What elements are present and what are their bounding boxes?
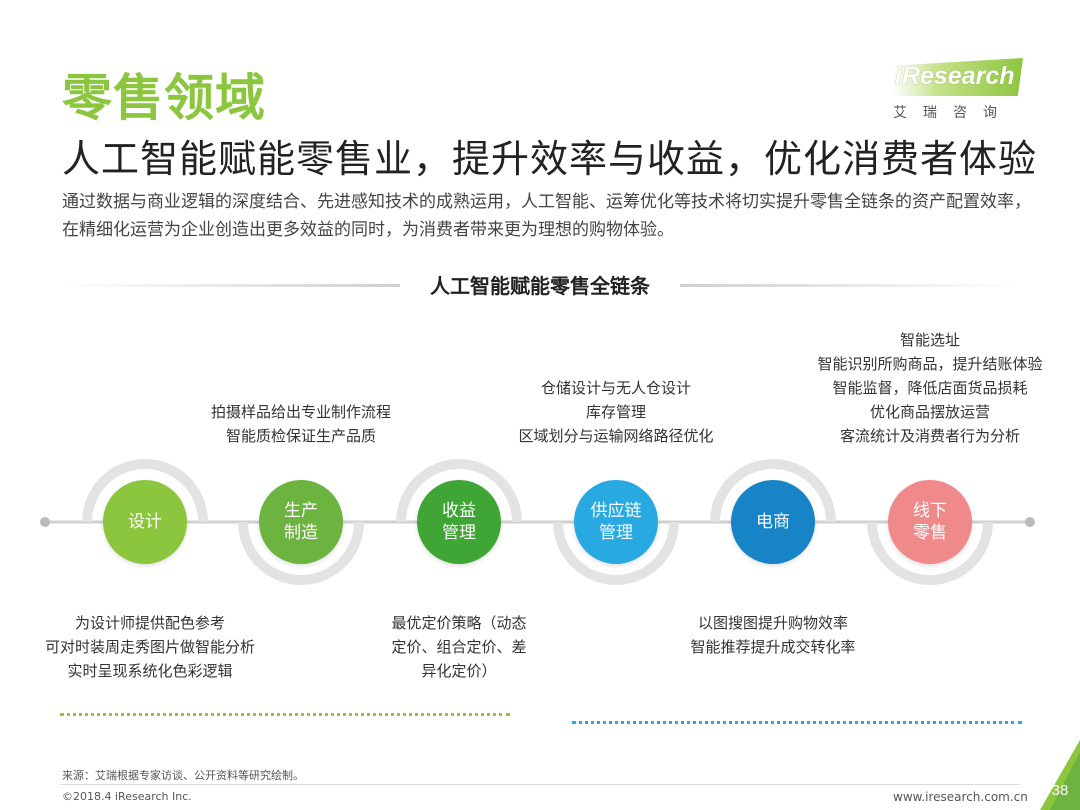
description-line: 优化商品摆放运营 bbox=[869, 403, 990, 421]
source-note: 来源：艾瑞根据专家访谈、公开资料等研究绘制。 bbox=[62, 769, 304, 782]
logo-text: iResearch bbox=[895, 62, 1015, 90]
chain-node-label: 收益 bbox=[442, 501, 476, 521]
logo-chinese-name: 艾瑞咨询 bbox=[893, 105, 1013, 121]
node-arc-group bbox=[82, 459, 993, 585]
chain-node-label: 管理 bbox=[442, 523, 476, 543]
dotted-divider-blue bbox=[572, 721, 1022, 724]
description-line: 智能质检保证生产品质 bbox=[225, 427, 376, 445]
node-arc bbox=[238, 521, 364, 585]
description-line: 区域划分与运输网络路径优化 bbox=[518, 427, 714, 445]
chain-node-description: 最优定价策略（动态 定价、组合定价、差 异化定价） bbox=[374, 611, 544, 683]
description-line: 异化定价） bbox=[421, 662, 497, 680]
node-arc bbox=[867, 521, 993, 585]
chain-title-row: 人工智能赋能零售全链条 bbox=[60, 270, 1020, 300]
chain-node-label: 零售 bbox=[913, 523, 947, 543]
description-line: 智能选址 bbox=[899, 331, 960, 349]
chain-node-description: 拍摄样品给出专业制作流程 智能质检保证生产品质 bbox=[191, 400, 411, 448]
chain-node-description: 仓储设计与无人仓设计 库存管理区域划分与运输网络路径优化 bbox=[496, 376, 736, 448]
page-corner-shape bbox=[1040, 740, 1080, 810]
description-line: 库存管理 bbox=[585, 403, 646, 421]
logo-mark-shape bbox=[893, 58, 1023, 96]
chain-node: 线下 零售 bbox=[888, 480, 972, 564]
description-line: 拍摄样品给出专业制作流程 bbox=[210, 403, 391, 421]
chain-node: 生产 制造 bbox=[259, 480, 343, 564]
chain-node: 收益 管理 bbox=[417, 480, 501, 564]
chain-node: 设计 bbox=[103, 480, 187, 564]
chain-connector-diagram bbox=[40, 459, 1035, 585]
chain-node-label: 生产 bbox=[284, 501, 318, 521]
chain-node: 供应链 管理 bbox=[574, 480, 658, 564]
copyright-text: ©2018.4 iResearch Inc. bbox=[62, 790, 192, 803]
node-arc bbox=[396, 459, 522, 523]
page-number: 38 bbox=[1051, 782, 1069, 799]
chain-node-description: 以图搜图提升购物效率 智能推荐提升成交转化率 bbox=[673, 611, 873, 659]
footer-divider bbox=[60, 784, 1020, 785]
description-line: 仓储设计与无人仓设计 bbox=[540, 379, 691, 397]
chain-node-label: 管理 bbox=[599, 523, 633, 543]
section-title: 零售领域 bbox=[62, 69, 266, 127]
description-line: 可对时装周走秀图片做智能分析 bbox=[44, 638, 255, 656]
node-arc bbox=[710, 459, 836, 523]
description-line: 智能监督，降低店面货品损耗 bbox=[832, 379, 1028, 397]
chain-node-label: 制造 bbox=[284, 523, 318, 543]
node-arc bbox=[553, 521, 679, 585]
chain-node-description: 智能选址智能识别所购商品，提升结账体验 智能监督，降低店面货品损耗 优化商品摆放运营… bbox=[795, 328, 1065, 448]
description-line: 智能识别所购商品，提升结账体验 bbox=[817, 355, 1043, 373]
chain-title: 人工智能赋能零售全链条 bbox=[430, 274, 650, 298]
iresearch-logo: iResearch 艾瑞咨询 bbox=[893, 58, 1033, 126]
node-arc bbox=[82, 459, 208, 523]
chain-node: 电商 bbox=[731, 480, 815, 564]
chain-node-label: 设计 bbox=[128, 512, 162, 532]
chain-node-label: 线下 bbox=[913, 501, 947, 521]
title-rule-right bbox=[680, 284, 1020, 287]
chain-node-description: 为设计师提供配色参考可对时装周走秀图片做智能分析 实时呈现系统化色彩逻辑 bbox=[20, 611, 280, 683]
chain-node-label: 供应链 bbox=[590, 501, 642, 521]
dotted-divider-green bbox=[60, 713, 510, 716]
description-line: 定价、组合定价、差 bbox=[391, 638, 527, 656]
description-line: 智能推荐提升成交转化率 bbox=[690, 638, 856, 656]
description-line: 实时呈现系统化色彩逻辑 bbox=[67, 662, 233, 680]
description-line: 以图搜图提升购物效率 bbox=[697, 614, 848, 632]
description-line: 为设计师提供配色参考 bbox=[74, 614, 225, 632]
website-link[interactable]: www.iresearch.com.cn bbox=[893, 790, 1028, 804]
chain-start-dot bbox=[40, 517, 50, 527]
title-rule-left bbox=[60, 284, 400, 287]
intro-paragraph: 通过数据与商业逻辑的深度结合、先进感知技术的成熟运用，人工智能、运筹优化等技术将… bbox=[62, 192, 1031, 240]
description-line: 最优定价策略（动态 bbox=[391, 614, 527, 632]
page-subtitle: 人工智能赋能零售业，提升效率与收益，优化消费者体验 bbox=[62, 137, 1038, 181]
chain-end-dot bbox=[1025, 517, 1035, 527]
chain-node-label: 电商 bbox=[756, 512, 790, 532]
description-line: 客流统计及消费者行为分析 bbox=[839, 427, 1020, 445]
